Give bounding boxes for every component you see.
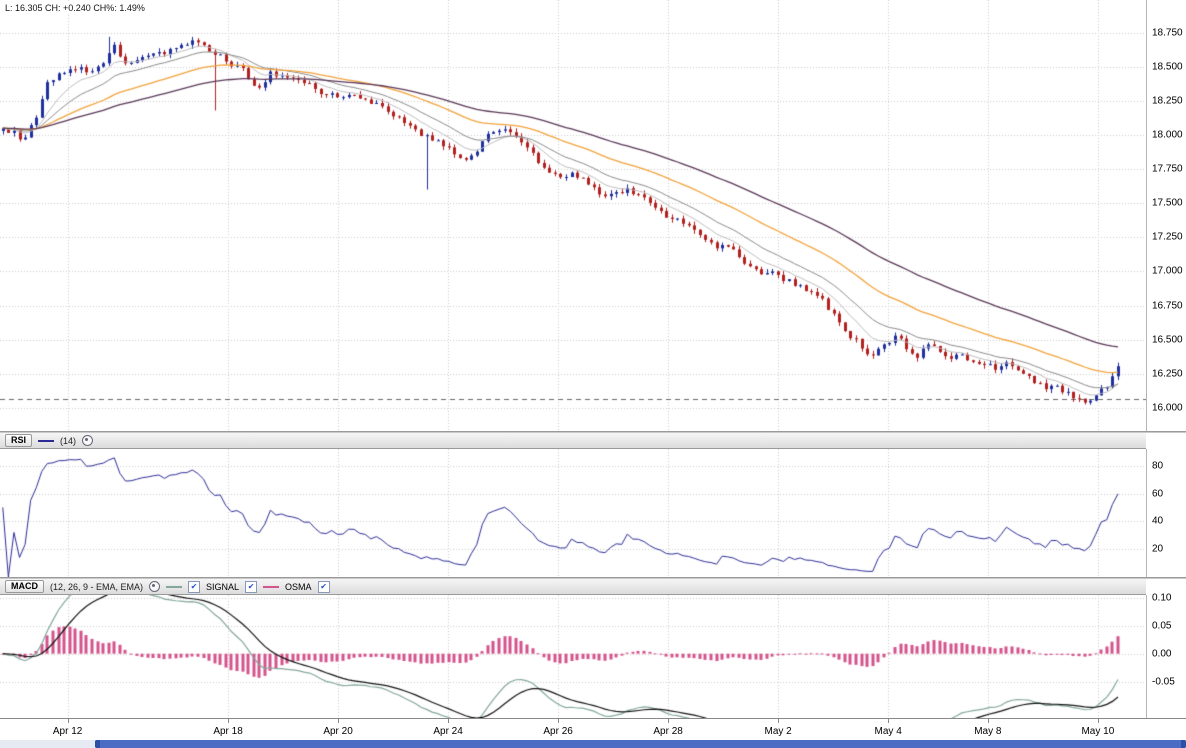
x-axis-label: Apr 24: [433, 726, 463, 737]
x-axis-label: May 4: [874, 726, 902, 737]
rsi-header: RSI (14): [0, 433, 1146, 449]
x-axis-label: Apr 18: [213, 726, 243, 737]
price-axis-label: 18.250: [1152, 95, 1183, 107]
x-axis-label: May 10: [1081, 726, 1115, 737]
price-info-overlay: L: 16.305 CH: +0.240 CH%: 1.49%: [3, 3, 147, 14]
price-axis-label: 16.500: [1152, 334, 1183, 346]
x-axis-tick: [988, 719, 989, 723]
price-axis-label: 18.750: [1152, 27, 1183, 39]
signal-label: SIGNAL: [206, 581, 240, 592]
osma-checkbox[interactable]: ✔: [317, 580, 330, 593]
x-axis-tick: [338, 719, 339, 723]
rsi-axis-label: 80: [1152, 460, 1164, 472]
price-axis-label: 16.250: [1152, 368, 1183, 380]
osma-label: OSMA: [285, 581, 312, 592]
rsi-axis-label: 40: [1152, 515, 1164, 527]
date-axis: Apr 12 Apr 18 Apr 20 Apr 24 Apr 26 Apr 28 May …: [0, 718, 1186, 740]
panel-divider: [0, 431, 1186, 433]
macd-header: MACD (12, 26, 9 - EMA, EMA) ✔ SIGNAL ✔ O…: [0, 579, 1146, 595]
price-axis-label: 17.250: [1152, 231, 1183, 243]
rsi-axis: 80 60 40 20: [1146, 449, 1186, 577]
rsi-params: (14): [60, 435, 77, 446]
price-axis-label: 17.500: [1152, 197, 1183, 209]
x-axis-tick: [228, 719, 229, 723]
x-axis-label: May 2: [764, 726, 792, 737]
price-axis-label: 16.000: [1152, 402, 1183, 414]
macd-params: (12, 26, 9 - EMA, EMA): [50, 581, 144, 592]
price-axis-label: 17.000: [1152, 265, 1183, 277]
macd-axis-label: 0.00: [1152, 648, 1172, 660]
rsi-title[interactable]: RSI: [5, 434, 33, 447]
x-axis-tick: [668, 719, 669, 723]
chart-scrollbar-thumb[interactable]: [94, 740, 1186, 748]
price-axis-label: 16.750: [1152, 300, 1183, 312]
x-axis-tick: [448, 719, 449, 723]
price-axis: 18.750 18.500 18.250 18.000 17.750 17.500 17.2…: [1146, 0, 1186, 431]
osma-line-sample: [263, 585, 280, 588]
x-axis-tick: [558, 719, 559, 723]
price-chart-canvas[interactable]: [0, 0, 1146, 431]
x-axis-tick: [68, 719, 69, 723]
x-axis-label: Apr 20: [323, 726, 353, 737]
price-axis-label: 18.500: [1152, 61, 1183, 73]
rsi-settings-icon[interactable]: [82, 435, 94, 446]
rsi-chart-canvas[interactable]: [0, 449, 1146, 577]
macd-chart-canvas[interactable]: [0, 595, 1146, 718]
x-axis-tick: [888, 719, 889, 723]
price-axis-label: 17.750: [1152, 163, 1183, 175]
x-axis-tick: [778, 719, 779, 723]
macd-axis-label: 0.05: [1152, 620, 1172, 632]
rsi-axis-label: 20: [1152, 543, 1164, 555]
x-axis-label: Apr 28: [653, 726, 683, 737]
macd-title[interactable]: MACD: [5, 580, 44, 593]
price-axis-label: 18.000: [1152, 129, 1183, 141]
x-axis-tick: [1098, 719, 1099, 723]
x-axis-label: Apr 12: [52, 726, 83, 737]
macd-axis: 0.10 0.05 0.00 -0.05: [1146, 592, 1186, 718]
macd-axis-label: 0.10: [1152, 592, 1172, 604]
macd-checkbox[interactable]: ✔: [188, 580, 201, 593]
x-axis-label: Apr 26: [543, 726, 573, 737]
rsi-axis-label: 60: [1152, 488, 1164, 500]
chart-scrollbar[interactable]: [0, 740, 1186, 748]
macd-axis-label: -0.05: [1152, 676, 1175, 688]
x-axis-label: May 8: [974, 726, 1002, 737]
signal-checkbox[interactable]: ✔: [245, 580, 258, 593]
rsi-line-sample: [38, 439, 55, 442]
macd-line-sample: [166, 585, 183, 588]
macd-settings-icon[interactable]: [149, 581, 161, 592]
panel-divider: [0, 577, 1186, 579]
